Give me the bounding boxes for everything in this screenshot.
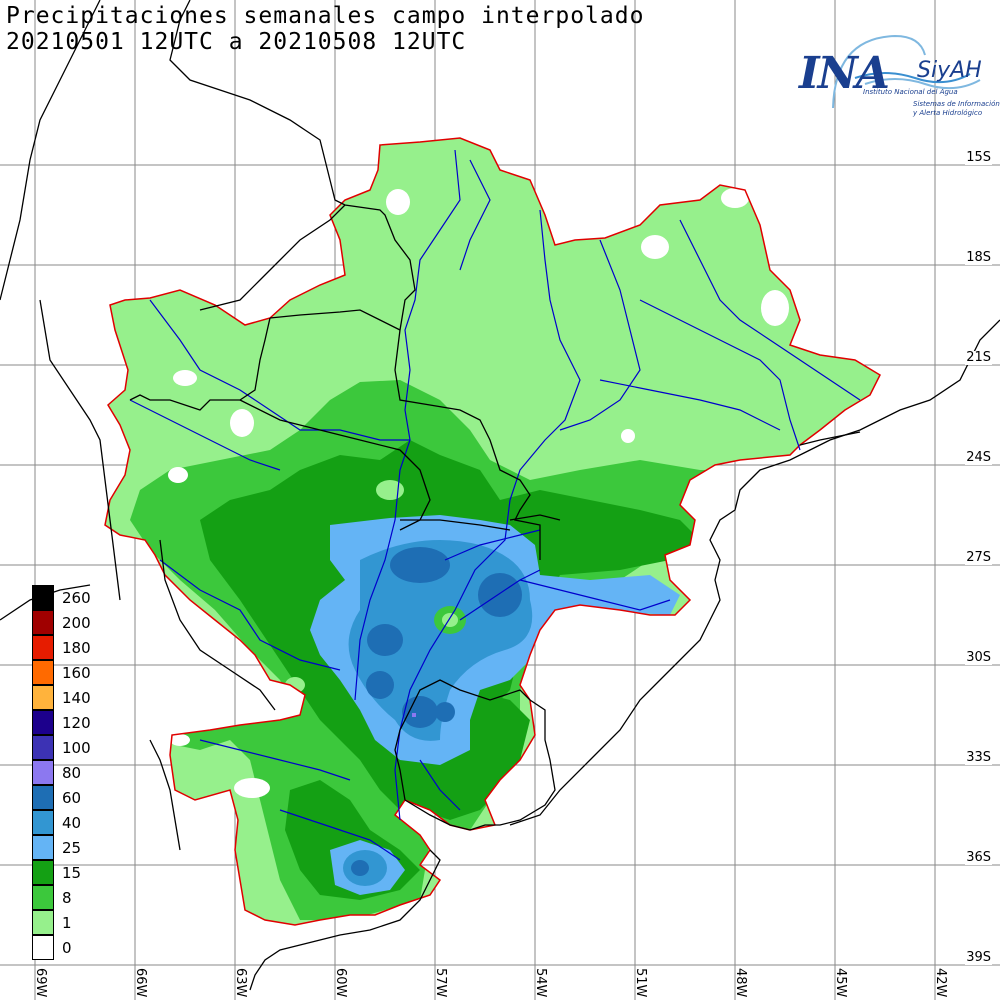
logo-desc2-text: y Alerta Hidrológico	[913, 109, 983, 117]
lat-label: 39S	[965, 950, 992, 965]
lon-label: 63W	[233, 968, 248, 998]
logo-siyah-text: SiyAH	[917, 58, 982, 83]
legend-row: 260	[30, 585, 100, 610]
lat-label: 21S	[965, 350, 992, 365]
legend-row: 160	[30, 660, 100, 685]
legend-label: 160	[62, 664, 91, 682]
legend-label: 15	[62, 864, 82, 882]
lat-label: 27S	[965, 550, 992, 565]
lon-label: 66W	[133, 968, 148, 998]
legend-swatch	[32, 760, 54, 785]
lon-label: 42W	[933, 968, 948, 998]
legend-label: 120	[62, 714, 91, 732]
legend-swatch	[32, 885, 54, 910]
legend-label: 100	[62, 739, 91, 757]
legend-swatch	[32, 710, 54, 735]
map-period: 20210501 12UTC a 20210508 12UTC	[6, 29, 467, 55]
legend-swatch	[32, 785, 54, 810]
legend-swatch	[32, 910, 54, 935]
lat-label: 30S	[965, 650, 992, 665]
rivers	[129, 149, 861, 861]
logo-swoosh-icon	[832, 34, 981, 109]
legend-row: 25	[30, 835, 100, 860]
legend-swatch	[32, 585, 54, 610]
legend-row: 140	[30, 685, 100, 710]
logo-desc1-text: Sistemas de Información	[913, 100, 1000, 108]
legend-swatch	[32, 835, 54, 860]
ina-logo: INA SiyAH Instituto Nacional del Agua Si…	[795, 30, 1000, 130]
legend-swatch	[32, 735, 54, 760]
map-title: Precipitaciones semanales campo interpol…	[6, 3, 645, 29]
legend-row: 1	[30, 910, 100, 935]
legend-swatch	[32, 610, 54, 635]
legend-label: 0	[62, 939, 72, 957]
legend-label: 260	[62, 589, 91, 607]
legend-row: 15	[30, 860, 100, 885]
legend-label: 80	[62, 764, 82, 782]
legend-label: 140	[62, 689, 91, 707]
legend-row: 40	[30, 810, 100, 835]
lat-label: 24S	[965, 450, 992, 465]
legend-row: 8	[30, 885, 100, 910]
legend-label: 180	[62, 639, 91, 657]
legend-row: 180	[30, 635, 100, 660]
lon-label: 60W	[333, 968, 348, 998]
legend-row: 100	[30, 735, 100, 760]
legend-swatch	[32, 635, 54, 660]
legend-row: 0	[30, 935, 100, 960]
lon-label: 48W	[733, 968, 748, 998]
legend-row: 60	[30, 785, 100, 810]
legend-label: 8	[62, 889, 72, 907]
lat-label: 36S	[965, 850, 992, 865]
legend-swatch	[32, 660, 54, 685]
color-legend: 260 200 180 160 140 120 100 80 60 40 25 15 8 1 0	[30, 585, 100, 960]
legend-row: 80	[30, 760, 100, 785]
lon-label: 45W	[833, 968, 848, 998]
lat-label: 18S	[965, 250, 992, 265]
legend-row: 120	[30, 710, 100, 735]
basin-outline	[104, 137, 881, 926]
lon-label: 69W	[33, 968, 48, 998]
legend-swatch	[32, 685, 54, 710]
lat-label: 15S	[965, 150, 992, 165]
legend-swatch	[32, 935, 54, 960]
lon-label: 51W	[633, 968, 648, 998]
legend-label: 1	[62, 914, 72, 932]
legend-label: 200	[62, 614, 91, 632]
legend-swatch	[32, 860, 54, 885]
legend-label: 25	[62, 839, 82, 857]
logo-ina-text: INA	[799, 48, 890, 99]
lon-label: 57W	[433, 968, 448, 998]
legend-row: 200	[30, 610, 100, 635]
legend-swatch	[32, 810, 54, 835]
legend-label: 60	[62, 789, 82, 807]
legend-label: 40	[62, 814, 82, 832]
lat-label: 33S	[965, 750, 992, 765]
lon-label: 54W	[533, 968, 548, 998]
logo-org-text: Instituto Nacional del Agua	[863, 88, 958, 96]
